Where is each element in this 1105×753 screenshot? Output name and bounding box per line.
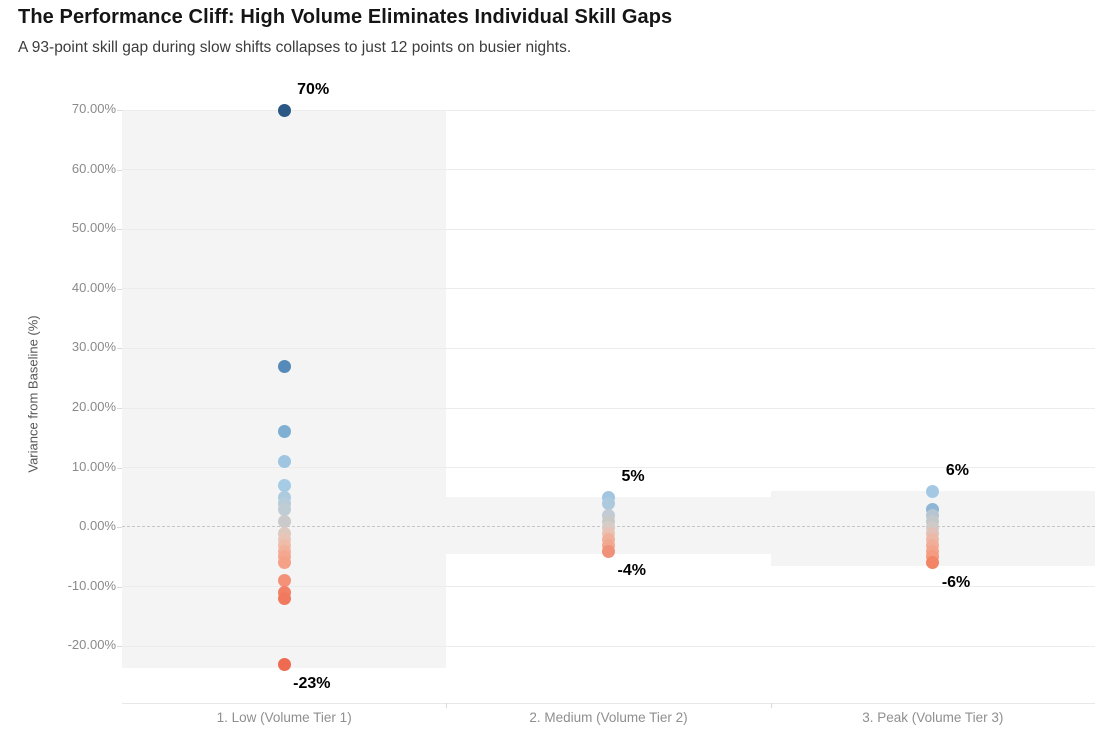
y-tick-mark xyxy=(117,467,122,469)
y-tick-label: -20.00% xyxy=(67,637,116,653)
y-tick-label: 30.00% xyxy=(71,339,116,355)
y-tick-label: 40.00% xyxy=(71,279,116,295)
y-tick-label: 50.00% xyxy=(71,220,116,236)
data-dot[interactable] xyxy=(277,592,291,606)
gridline xyxy=(122,586,1095,588)
y-tick-label: 0.00% xyxy=(79,518,116,534)
data-dot[interactable] xyxy=(277,574,291,588)
chart-subtitle: A 93-point skill gap during slow shifts … xyxy=(18,39,572,56)
data-dot[interactable] xyxy=(277,556,291,570)
column-boundary-tick xyxy=(446,703,448,708)
y-tick-mark xyxy=(117,646,122,648)
data-dot[interactable] xyxy=(277,425,291,439)
data-dot[interactable] xyxy=(277,514,291,528)
gridline xyxy=(122,109,1095,111)
max-annotation: 5% xyxy=(621,468,645,486)
y-tick-label: 70.00% xyxy=(71,101,116,117)
y-tick-label: -10.00% xyxy=(67,577,116,593)
chart-title: The Performance Cliff: High Volume Elimi… xyxy=(18,6,673,28)
data-dot[interactable] xyxy=(277,478,291,492)
y-tick-mark xyxy=(117,348,122,350)
bottom-axis-line xyxy=(122,703,1095,704)
data-dot[interactable] xyxy=(277,359,291,373)
y-tick-mark xyxy=(117,288,122,290)
x-axis-label[interactable]: 2. Medium (Volume Tier 2) xyxy=(529,710,688,725)
data-dot[interactable] xyxy=(926,484,940,498)
gridline xyxy=(122,288,1095,290)
min-annotation: -4% xyxy=(617,562,646,580)
y-tick-mark xyxy=(117,408,122,409)
y-tick-mark xyxy=(117,527,122,529)
y-tick-mark xyxy=(117,229,122,231)
data-dot[interactable] xyxy=(277,455,291,469)
data-dot[interactable] xyxy=(602,496,615,510)
gridline xyxy=(122,347,1095,349)
y-tick-mark xyxy=(117,169,122,171)
min-annotation: -6% xyxy=(941,573,971,591)
x-axis-label[interactable]: 3. Peak (Volume Tier 3) xyxy=(862,710,1004,725)
y-tick-mark xyxy=(117,110,122,112)
column-boundary-tick xyxy=(770,703,772,708)
gridline xyxy=(122,228,1095,230)
x-axis-label[interactable]: 1. Low (Volume Tier 1) xyxy=(216,710,352,725)
y-tick-label: 10.00% xyxy=(71,458,116,474)
max-annotation: 6% xyxy=(945,462,969,480)
data-dot[interactable] xyxy=(602,544,615,558)
y-tick-mark xyxy=(117,586,122,588)
data-dot[interactable] xyxy=(277,657,291,671)
gridline xyxy=(122,645,1095,647)
data-dot[interactable] xyxy=(277,502,291,516)
min-annotation: -23% xyxy=(293,675,331,693)
y-tick-label: 60.00% xyxy=(71,160,116,176)
gridline xyxy=(122,407,1095,409)
max-annotation: 70% xyxy=(297,81,330,99)
y-tick-label: 20.00% xyxy=(71,399,116,414)
data-dot[interactable] xyxy=(277,103,291,117)
data-dot[interactable] xyxy=(926,556,940,570)
gridline xyxy=(122,169,1095,171)
gridline xyxy=(122,467,1095,469)
